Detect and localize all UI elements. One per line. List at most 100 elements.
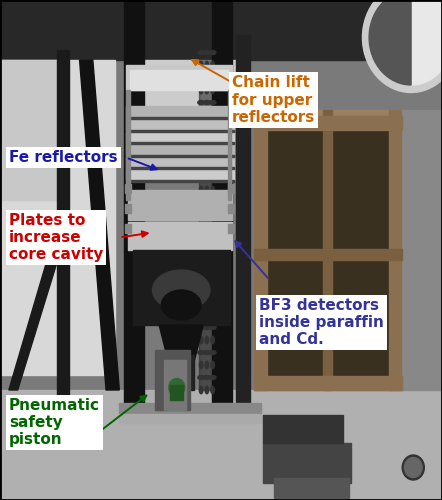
Ellipse shape [199, 62, 203, 69]
Bar [119, 402, 261, 415]
Bar [164, 360, 186, 410]
Ellipse shape [211, 136, 214, 144]
Ellipse shape [198, 250, 205, 254]
Bar [126, 130, 234, 132]
Ellipse shape [210, 200, 216, 204]
Ellipse shape [205, 62, 209, 69]
Ellipse shape [198, 376, 205, 380]
Bar [126, 154, 234, 156]
Ellipse shape [204, 326, 210, 330]
Ellipse shape [161, 290, 201, 320]
Ellipse shape [210, 50, 216, 54]
Ellipse shape [210, 126, 216, 130]
Ellipse shape [204, 100, 210, 104]
Ellipse shape [199, 86, 203, 94]
Bar [263, 442, 351, 482]
Bar [228, 204, 234, 212]
Ellipse shape [210, 176, 216, 180]
Ellipse shape [210, 326, 216, 330]
Ellipse shape [199, 361, 203, 369]
Ellipse shape [205, 286, 209, 294]
Ellipse shape [204, 50, 210, 54]
Polygon shape [159, 325, 203, 360]
Ellipse shape [204, 200, 210, 204]
Polygon shape [80, 60, 119, 390]
Ellipse shape [198, 150, 205, 154]
Bar [126, 144, 234, 155]
Bar [402, 110, 442, 390]
Ellipse shape [199, 211, 203, 219]
Bar [128, 190, 232, 220]
Ellipse shape [198, 50, 205, 54]
Bar [254, 376, 402, 390]
Circle shape [169, 378, 185, 396]
Ellipse shape [211, 186, 214, 194]
Bar [126, 167, 234, 169]
Wedge shape [369, 0, 411, 85]
Ellipse shape [205, 162, 209, 169]
Ellipse shape [198, 200, 205, 204]
Ellipse shape [205, 311, 209, 319]
Bar [0, 60, 57, 200]
Ellipse shape [211, 162, 214, 169]
Ellipse shape [211, 361, 214, 369]
Text: Chain lift
for upper
reflectors: Chain lift for upper reflectors [232, 75, 315, 125]
Ellipse shape [211, 311, 214, 319]
Ellipse shape [199, 112, 203, 119]
Ellipse shape [198, 276, 205, 280]
Ellipse shape [210, 350, 216, 354]
Bar [126, 117, 234, 119]
Bar [119, 414, 261, 422]
Ellipse shape [211, 62, 214, 69]
Ellipse shape [204, 376, 210, 380]
Ellipse shape [198, 126, 205, 130]
Ellipse shape [199, 186, 203, 194]
Ellipse shape [211, 211, 214, 219]
Bar [125, 224, 131, 232]
Ellipse shape [205, 186, 209, 194]
Bar [155, 350, 190, 410]
Bar [130, 70, 228, 90]
Bar [133, 250, 230, 325]
Ellipse shape [204, 176, 210, 180]
Ellipse shape [204, 150, 210, 154]
Polygon shape [9, 225, 69, 390]
Text: BF3 detectors
inside paraffin
and Cd.: BF3 detectors inside paraffin and Cd. [259, 298, 384, 348]
Bar [254, 110, 404, 390]
Bar [389, 110, 401, 390]
Ellipse shape [210, 276, 216, 280]
Bar [228, 184, 234, 192]
Ellipse shape [199, 162, 203, 169]
Bar [236, 35, 250, 410]
Ellipse shape [205, 386, 209, 394]
Bar [263, 122, 396, 382]
Bar [125, 184, 131, 192]
Bar [0, 0, 442, 60]
Ellipse shape [211, 261, 214, 269]
Text: Plates to
increase
core cavity: Plates to increase core cavity [9, 212, 103, 262]
Ellipse shape [204, 76, 210, 80]
Bar [128, 60, 239, 110]
Ellipse shape [210, 250, 216, 254]
Ellipse shape [204, 276, 210, 280]
Ellipse shape [210, 226, 216, 230]
Ellipse shape [199, 136, 203, 144]
Ellipse shape [205, 236, 209, 244]
Ellipse shape [210, 300, 216, 304]
Bar [170, 385, 183, 400]
Ellipse shape [204, 300, 210, 304]
Bar [212, 0, 232, 410]
Ellipse shape [205, 361, 209, 369]
Bar [228, 90, 231, 200]
Ellipse shape [204, 126, 210, 130]
Ellipse shape [210, 376, 216, 380]
Circle shape [369, 0, 442, 85]
Bar [126, 119, 234, 130]
Bar [126, 156, 234, 168]
Bar [323, 110, 332, 390]
Ellipse shape [198, 100, 205, 104]
Bar [126, 65, 232, 90]
Ellipse shape [198, 176, 205, 180]
Ellipse shape [211, 112, 214, 119]
Ellipse shape [210, 100, 216, 104]
